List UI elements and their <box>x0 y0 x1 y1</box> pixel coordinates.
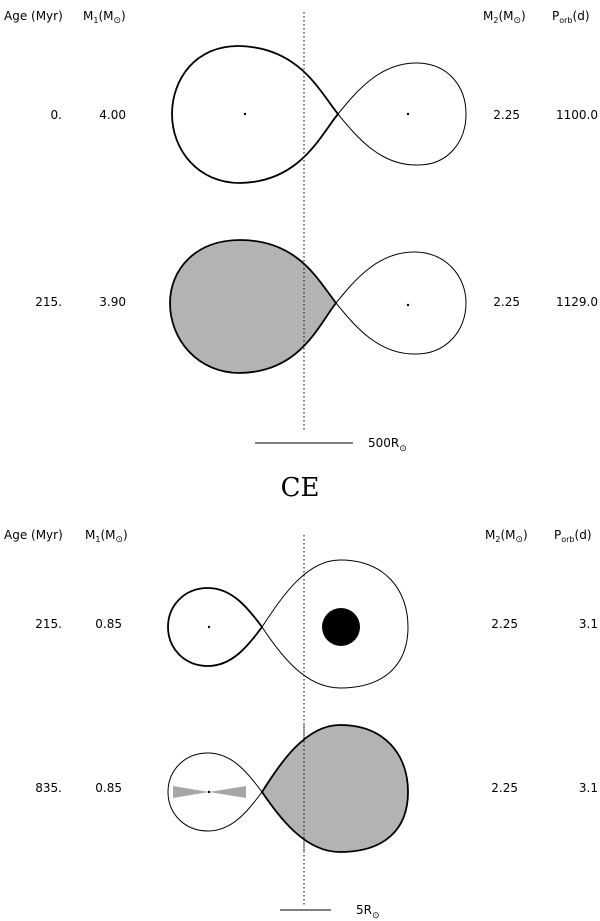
top-row2-primary-roche-lobe-filled <box>169 239 338 374</box>
top-panel: Age (Myr) M1(M⊙) M2(M⊙) Porb(d) 0. 4.00 … <box>4 9 598 454</box>
bottom-header-age: Age (Myr) <box>4 528 63 542</box>
top-header-age: Age (Myr) <box>4 9 63 23</box>
top-row2-age: 215. <box>35 295 62 309</box>
top-row1-porb: 1100.0 <box>556 108 598 122</box>
top-row1-secondary-roche-lobe <box>337 62 467 166</box>
bottom-header-m2: M2(M⊙) <box>485 528 528 545</box>
bottom-row1-primary-center-dot <box>207 625 211 629</box>
common-envelope-label: CE <box>281 473 320 503</box>
bottom-row1-secondary-roche-lobe <box>261 559 409 689</box>
bottom-row1-porb: 3.1 <box>579 617 598 631</box>
bottom-row2-age: 835. <box>35 781 62 795</box>
top-row2-m1: 3.90 <box>99 295 126 309</box>
top-row1-age: 0. <box>51 108 62 122</box>
top-row2-m2: 2.25 <box>493 295 520 309</box>
top-row2-secondary-center-dot <box>406 303 410 307</box>
top-row2-secondary-roche-lobe <box>335 251 467 355</box>
bottom-header-porb: Porb(d) <box>554 528 592 544</box>
bottom-row1-m1: 0.85 <box>95 617 122 631</box>
bottom-row1-primary-roche-lobe <box>167 587 264 667</box>
top-row1-m1: 4.00 <box>99 108 126 122</box>
top-row1-primary-center-dot <box>243 112 247 116</box>
top-row2-porb: 1129.0 <box>556 295 598 309</box>
bottom-row2-primary-center-dot <box>207 790 211 794</box>
bottom-row2-porb: 3.1 <box>579 781 598 795</box>
top-row1-secondary-center-dot <box>406 112 410 116</box>
top-header-m1: M1(M⊙) <box>83 9 126 26</box>
bottom-row2-accretion-disk-right <box>209 786 246 798</box>
top-row1-primary-roche-lobe <box>171 45 340 184</box>
top-header-porb: Porb(d) <box>552 9 590 25</box>
top-scale-label: 500R⊙ <box>368 436 407 454</box>
bottom-header-m1: M1(M⊙) <box>85 528 128 545</box>
bottom-row2-secondary-roche-lobe-filled <box>260 724 409 853</box>
bottom-row1-age: 215. <box>35 617 62 631</box>
bottom-row1-m2: 2.25 <box>491 617 518 631</box>
bottom-scale-label: 5R⊙ <box>356 903 380 921</box>
bottom-row1-secondary-star <box>322 608 360 646</box>
top-header-m2: M2(M⊙) <box>483 9 526 26</box>
bottom-row2-m1: 0.85 <box>95 781 122 795</box>
bottom-row2-m2: 2.25 <box>491 781 518 795</box>
top-row1-m2: 2.25 <box>493 108 520 122</box>
bottom-row2-accretion-disk-left <box>173 786 209 798</box>
bottom-row2-primary-roche-lobe <box>167 752 263 832</box>
bottom-panel: Age (Myr) M1(M⊙) M2(M⊙) Porb(d) 215. 0.8… <box>4 528 598 921</box>
